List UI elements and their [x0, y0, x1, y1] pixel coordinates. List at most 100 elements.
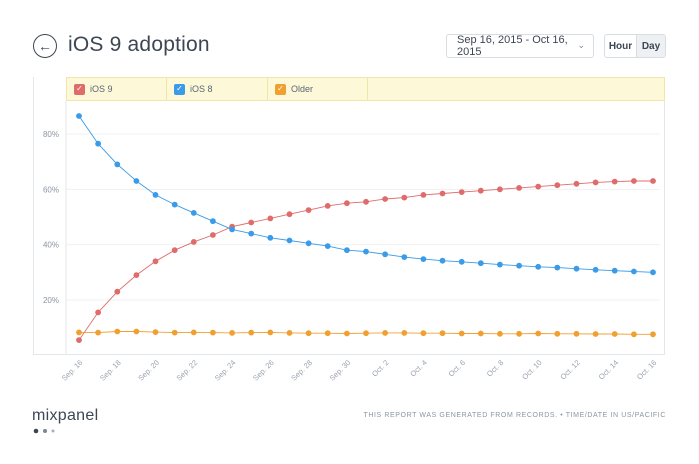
data-point	[305, 240, 312, 247]
data-point	[382, 196, 388, 202]
hour-button[interactable]: Hour	[605, 35, 637, 57]
data-point	[190, 210, 197, 216]
data-point	[152, 258, 159, 265]
data-point	[229, 330, 236, 336]
data-point	[382, 330, 388, 336]
date-range-label: Sep 16, 2015 - Oct 16, 2015	[457, 34, 568, 58]
x-tick-label: Sep. 18	[98, 358, 123, 383]
data-point	[363, 248, 369, 255]
data-point	[535, 263, 542, 270]
data-point	[401, 254, 408, 260]
data-point	[267, 234, 274, 241]
x-tick-label: Oct. 2	[370, 358, 391, 379]
data-point	[592, 266, 599, 273]
data-point	[439, 190, 446, 197]
data-point	[611, 331, 618, 337]
data-point	[95, 140, 101, 147]
logo-dots-icon	[33, 428, 55, 434]
day-button[interactable]: Day	[637, 35, 665, 57]
data-point	[650, 331, 656, 338]
data-point	[477, 330, 484, 337]
data-point	[114, 288, 121, 295]
legend-label: iOS 8	[190, 84, 213, 94]
x-axis-ticks: Sep. 16 Sep. 18 Sep. 20 Sep. 22 Sep. 24 Sep. …	[60, 358, 659, 383]
x-tick-label: Sep. 30	[328, 358, 353, 383]
checkbox-checked-icon[interactable]: ✓	[74, 83, 85, 95]
legend-label: Older	[291, 84, 314, 94]
data-point	[631, 331, 637, 338]
chart-grid	[65, 101, 660, 355]
page-title: iOS 9 adoption	[68, 33, 210, 56]
data-point	[497, 186, 503, 193]
x-tick-label: Oct. 14	[597, 358, 620, 381]
data-point	[248, 329, 255, 336]
date-range-picker[interactable]: Sep 16, 2015 - Oct 16, 2015 ⌄	[446, 34, 594, 58]
mixpanel-logo: mixpanel	[32, 407, 99, 424]
data-point	[171, 329, 178, 336]
checkbox-checked-icon[interactable]: ✓	[275, 83, 286, 95]
x-tick-label: Sep. 26	[251, 358, 276, 383]
data-point	[631, 178, 637, 184]
chart-legend: ✓ iOS 9 ✓ iOS 8 ✓ Older	[66, 77, 665, 101]
checkbox-checked-icon[interactable]: ✓	[174, 83, 185, 95]
data-point	[650, 269, 656, 276]
data-point	[554, 182, 561, 189]
data-point	[535, 183, 542, 190]
data-point	[171, 247, 178, 254]
data-point	[516, 185, 522, 191]
data-point	[344, 247, 350, 254]
data-point	[95, 329, 101, 336]
data-point	[477, 260, 484, 267]
data-point	[516, 330, 522, 337]
data-point	[611, 178, 618, 185]
x-tick-label: Sep. 20	[136, 358, 161, 383]
data-point	[573, 265, 580, 272]
data-point	[611, 267, 618, 274]
x-tick-label: Oct. 4	[408, 358, 429, 379]
data-point	[458, 258, 465, 265]
y-axis-ticks: 20% 40% 60% 80%	[43, 130, 59, 305]
data-point	[458, 330, 465, 337]
data-point	[152, 329, 159, 335]
x-tick-label: Sep. 24	[213, 358, 238, 383]
x-tick-label: Oct. 10	[520, 358, 543, 381]
data-point	[190, 239, 197, 245]
data-point	[286, 211, 293, 218]
back-arrow-icon[interactable]: ←	[33, 34, 57, 58]
data-point	[210, 218, 216, 225]
data-point	[305, 330, 312, 337]
data-point	[133, 272, 140, 278]
legend-label: iOS 9	[90, 84, 113, 94]
data-point	[344, 200, 350, 207]
data-point	[497, 261, 503, 268]
legend-item-ios8[interactable]: ✓ iOS 8	[167, 78, 268, 100]
data-point	[133, 178, 140, 184]
data-point	[248, 230, 255, 237]
data-point	[267, 215, 274, 222]
time-unit-toggle: Hour Day	[604, 34, 666, 58]
y-tick-label: 20%	[43, 296, 59, 305]
data-point	[210, 329, 216, 336]
data-point	[382, 251, 388, 258]
data-point	[573, 330, 580, 337]
line-chart: 20% 40% 60% 80% Sep. 16 Sep. 18 Sep. 20 Sep. 2…	[43, 101, 660, 383]
report-header: ← iOS 9 adoption Sep 16, 2015 - Oct 16, …	[0, 0, 699, 80]
data-point	[363, 198, 369, 205]
y-tick-label: 80%	[43, 130, 59, 139]
data-point	[477, 187, 484, 194]
legend-item-older[interactable]: ✓ Older	[268, 78, 368, 100]
data-point	[439, 257, 446, 264]
data-point	[152, 192, 159, 198]
data-point	[516, 262, 522, 269]
y-tick-label: 60%	[43, 185, 59, 194]
data-point	[420, 330, 427, 337]
data-point	[439, 330, 446, 337]
data-point	[114, 161, 121, 168]
data-point	[76, 113, 82, 119]
data-point	[76, 337, 82, 343]
series-points	[76, 113, 656, 343]
data-point	[190, 329, 197, 336]
data-point	[324, 330, 331, 337]
data-point	[114, 328, 121, 335]
legend-item-ios9[interactable]: ✓ iOS 9	[67, 78, 167, 100]
